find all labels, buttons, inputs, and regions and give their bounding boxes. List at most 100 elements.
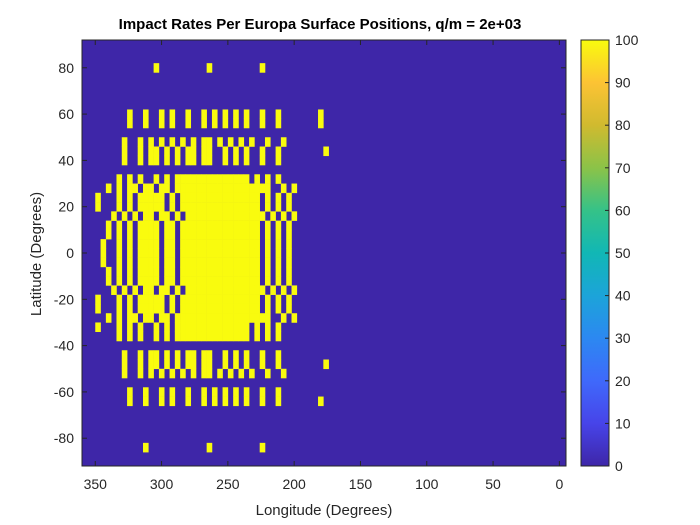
heat-cell — [196, 285, 202, 295]
heat-cell — [180, 322, 186, 333]
heat-cell — [238, 322, 245, 333]
heat-cell — [148, 155, 154, 166]
x-tick-label: 0 — [555, 476, 563, 492]
heat-cell — [158, 202, 165, 212]
heat-cell — [275, 248, 282, 258]
heat-cell — [174, 359, 181, 370]
y-tick-label: 0 — [66, 245, 74, 261]
heat-cell — [286, 266, 292, 277]
heat-cell — [196, 192, 202, 203]
heat-cell — [222, 211, 229, 221]
heat-cell — [190, 239, 197, 249]
heat-cell — [222, 313, 229, 323]
heat-cell — [233, 192, 239, 203]
heat-cell — [169, 118, 176, 129]
heat-cell — [190, 146, 197, 157]
heat-cell — [249, 368, 255, 379]
heat-cell — [222, 118, 229, 129]
heat-cell — [233, 146, 239, 157]
heat-cell — [95, 202, 101, 212]
heat-cell — [238, 239, 245, 249]
heat-cell — [222, 257, 229, 268]
heat-cell — [264, 322, 271, 333]
heat-cell — [127, 387, 133, 397]
heat-cell — [196, 257, 202, 268]
heat-cell — [148, 211, 154, 221]
heat-cell — [185, 294, 192, 305]
heat-cell — [148, 313, 154, 323]
heat-cell — [164, 276, 170, 286]
heat-cell — [201, 239, 207, 249]
heat-cell — [227, 285, 234, 295]
heat-cell — [164, 211, 170, 221]
heat-cell — [275, 294, 282, 305]
heat-cell — [153, 155, 160, 166]
heat-cell — [169, 137, 176, 147]
heat-cell — [169, 109, 176, 120]
heat-cell — [127, 276, 133, 286]
heat-cell — [206, 285, 213, 295]
heat-cell — [111, 211, 117, 221]
heat-cell — [121, 137, 128, 147]
heat-cell — [164, 248, 170, 258]
heat-cell — [153, 359, 160, 370]
heat-cell — [169, 266, 176, 277]
heat-cell — [164, 350, 170, 360]
heat-cell — [291, 285, 298, 295]
heat-cell — [206, 266, 213, 277]
heat-cell — [185, 396, 192, 407]
heat-cell — [164, 257, 170, 268]
heat-cell — [190, 174, 197, 184]
heat-cell — [137, 276, 144, 286]
heat-cell — [180, 239, 186, 249]
heat-cell — [190, 257, 197, 268]
heat-cell — [190, 229, 197, 240]
heat-cell — [233, 118, 239, 129]
heat-cell — [143, 276, 149, 286]
heat-cell — [243, 266, 250, 277]
heat-cell — [201, 368, 207, 379]
heat-cell — [259, 146, 266, 157]
heat-cell — [196, 313, 202, 323]
heat-cell — [238, 303, 245, 314]
heat-cell — [286, 202, 292, 212]
heat-cell — [249, 303, 255, 314]
heat-cell — [127, 313, 133, 323]
heat-cell — [116, 313, 123, 323]
heat-cell — [143, 303, 149, 314]
heat-cell — [174, 350, 181, 360]
heat-cell — [190, 303, 197, 314]
x-tick-label: 50 — [485, 476, 501, 492]
heat-cell — [264, 192, 271, 203]
heat-cell — [275, 257, 282, 268]
y-axis-label: Latitude (Degrees) — [28, 192, 45, 316]
heat-cell — [227, 174, 234, 184]
heat-cell — [121, 211, 128, 221]
heat-cell — [148, 294, 154, 305]
heat-cell — [153, 174, 160, 184]
heat-cell — [116, 303, 123, 314]
heat-cell — [196, 331, 202, 342]
heat-cell — [127, 229, 133, 240]
heat-cell — [243, 322, 250, 333]
heat-cell — [169, 294, 176, 305]
heat-cell — [127, 239, 133, 249]
heat-cell — [158, 303, 165, 314]
heat-cell — [190, 248, 197, 258]
heat-cell — [185, 183, 192, 194]
heat-cell — [190, 266, 197, 277]
heat-cell — [227, 276, 234, 286]
heat-cell — [196, 276, 202, 286]
heat-cell — [95, 192, 101, 203]
heat-cell — [190, 192, 197, 203]
heat-cell — [280, 285, 287, 295]
heat-cell — [158, 387, 165, 397]
heat-cell — [211, 192, 218, 203]
heat-cell — [280, 368, 287, 379]
heat-cell — [185, 202, 192, 212]
heat-cell — [185, 211, 192, 221]
heat-cell — [137, 368, 144, 379]
heat-cell — [243, 202, 250, 212]
heat-cell — [148, 220, 154, 231]
heat-cell — [275, 220, 282, 231]
